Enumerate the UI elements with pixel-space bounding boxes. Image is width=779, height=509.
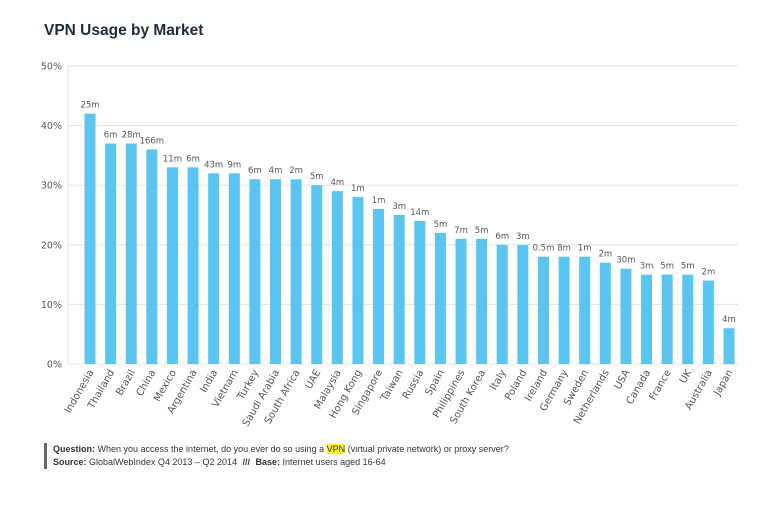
- bar: [249, 179, 261, 364]
- data-label: 3m: [640, 262, 654, 272]
- data-label: 6m: [186, 154, 200, 164]
- base-text: Internet users aged 16-64: [282, 457, 386, 467]
- data-label: 1m: [351, 184, 365, 194]
- data-label: 4m: [269, 166, 283, 176]
- x-tick-label: Japan: [712, 368, 736, 399]
- data-label: 30m: [616, 256, 635, 266]
- bar: [537, 256, 549, 364]
- data-label: 1m: [372, 196, 386, 206]
- bar: [414, 220, 426, 364]
- data-label: 7m: [454, 226, 468, 236]
- data-label: 3m: [516, 232, 530, 242]
- x-tick-label: India: [198, 368, 220, 395]
- data-label: 11m: [163, 154, 182, 164]
- bar: [84, 113, 96, 365]
- data-label: 4m: [331, 178, 345, 188]
- y-tick-label: 40%: [41, 121, 62, 132]
- bar: [558, 256, 570, 364]
- bar: [682, 274, 694, 364]
- data-label: 1m: [578, 244, 592, 254]
- bar: [331, 191, 343, 364]
- data-label: 14m: [410, 208, 429, 218]
- data-label: 5m: [681, 262, 695, 272]
- bar: [620, 268, 632, 364]
- data-label: 0.5m: [533, 244, 555, 254]
- x-tick-label: UK: [678, 368, 695, 386]
- data-label: 6m: [248, 166, 262, 176]
- bar: [105, 143, 117, 364]
- bar: [517, 244, 529, 364]
- x-axis: IndonesiaThailandBrazilChinaMexicoArgent…: [63, 368, 736, 429]
- source-label: Source:: [53, 457, 87, 467]
- data-label: 3m: [392, 202, 406, 212]
- bar: [661, 274, 673, 364]
- bar: [393, 215, 405, 364]
- data-label: 2m: [702, 268, 716, 278]
- bar: [702, 280, 714, 364]
- chart-notes: Question: When you access the internet, …: [44, 443, 509, 469]
- data-label: 5m: [434, 220, 448, 230]
- bar: [187, 167, 199, 364]
- data-label: 166m: [140, 136, 165, 146]
- question-highlight: VPN: [326, 444, 346, 454]
- y-tick-label: 20%: [41, 240, 62, 251]
- bar: [641, 274, 653, 364]
- bar: [270, 179, 282, 364]
- data-label: 6m: [495, 232, 509, 242]
- bar: [125, 143, 137, 364]
- y-tick-label: 0%: [47, 360, 62, 371]
- source-line: Source: GlobalWebIndex Q4 2013 – Q2 2014…: [53, 456, 509, 469]
- bars: [84, 113, 735, 365]
- y-tick-label: 50%: [41, 62, 62, 73]
- bar: [455, 238, 467, 364]
- bar: [434, 232, 446, 364]
- bar: [290, 179, 302, 364]
- data-label: 25m: [80, 101, 99, 111]
- data-label: 28m: [122, 130, 141, 140]
- bar: [208, 173, 220, 364]
- separator: ///: [242, 457, 250, 467]
- data-label: 5m: [475, 226, 489, 236]
- question-line: Question: When you access the internet, …: [53, 443, 509, 456]
- bar: [373, 209, 385, 364]
- data-label: 4m: [722, 315, 736, 325]
- bar: [599, 262, 611, 364]
- bar: [476, 238, 488, 364]
- x-tick-label: USA: [613, 368, 633, 392]
- y-tick-label: 10%: [41, 300, 62, 311]
- question-label: Question:: [53, 444, 95, 454]
- base-label: Base:: [255, 457, 281, 467]
- bar: [579, 256, 591, 364]
- data-label: 5m: [660, 262, 674, 272]
- bar: [496, 244, 508, 364]
- data-label: 8m: [557, 244, 571, 254]
- bar: [723, 328, 735, 364]
- bar: [352, 197, 364, 364]
- bar: [228, 173, 240, 364]
- data-label: 9m: [227, 160, 241, 170]
- data-label: 5m: [310, 172, 324, 182]
- source-text: GlobalWebIndex Q4 2013 – Q2 2014: [89, 457, 237, 467]
- chart-title: VPN Usage by Market: [44, 22, 204, 39]
- question-text-pre: When you access the internet, do you eve…: [97, 444, 325, 454]
- question-text-post: (virtual private network) or proxy serve…: [347, 444, 509, 454]
- data-label: 2m: [598, 250, 612, 260]
- x-tick-label: Italy: [488, 368, 508, 392]
- bar: [166, 167, 178, 364]
- x-tick-label: UAE: [304, 368, 324, 391]
- data-label: 2m: [289, 166, 303, 176]
- y-tick-label: 30%: [41, 181, 62, 192]
- data-label: 6m: [104, 130, 118, 140]
- bar: [311, 185, 323, 364]
- data-label: 43m: [204, 160, 223, 170]
- y-axis: 0% 10% 20% 30% 40% 50%: [41, 62, 62, 371]
- bar: [146, 149, 158, 364]
